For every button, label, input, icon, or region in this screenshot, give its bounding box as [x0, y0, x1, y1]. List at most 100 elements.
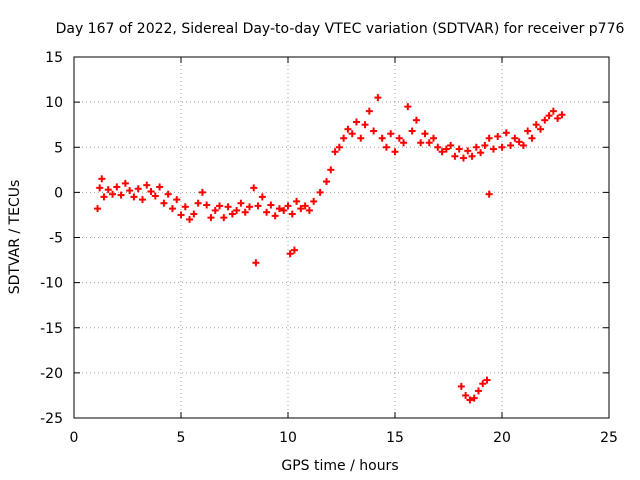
data-point — [352, 118, 360, 126]
data-point — [168, 205, 176, 213]
data-point — [327, 166, 335, 174]
data-point — [391, 148, 399, 156]
y-tick-label: -20 — [40, 366, 63, 382]
data-point — [220, 214, 228, 222]
data-point — [438, 148, 446, 156]
data-point — [442, 145, 450, 153]
data-point — [412, 116, 420, 124]
data-point — [558, 111, 566, 119]
data-point — [177, 211, 185, 219]
data-point — [474, 387, 482, 395]
data-point — [532, 121, 540, 129]
data-point — [382, 143, 390, 151]
data-point — [545, 112, 553, 120]
y-axis-label: SDTVAR / TECUs — [7, 180, 23, 295]
data-point — [331, 148, 339, 156]
data-point — [417, 139, 425, 147]
data-point — [361, 121, 369, 129]
data-point — [498, 143, 506, 151]
data-point — [348, 130, 356, 138]
data-point — [94, 205, 102, 213]
data-point — [228, 210, 236, 218]
data-point — [224, 203, 232, 211]
data-point — [515, 138, 523, 146]
x-tick-label: 25 — [600, 430, 618, 446]
x-tick-label: 5 — [177, 430, 186, 446]
data-point — [267, 201, 275, 209]
data-point — [455, 145, 463, 153]
data-point — [425, 139, 433, 147]
data-point — [117, 191, 125, 199]
data-point — [528, 134, 536, 142]
data-point — [252, 259, 260, 267]
data-point — [549, 107, 557, 115]
data-point — [181, 203, 189, 211]
grid-layer — [74, 57, 609, 418]
data-point — [134, 185, 142, 193]
data-point — [434, 143, 442, 151]
y-tick-label: 5 — [54, 140, 63, 156]
data-point — [100, 193, 108, 201]
data-point — [271, 212, 279, 220]
data-point — [290, 246, 298, 254]
data-point — [280, 206, 288, 214]
data-point — [194, 199, 202, 207]
data-point — [216, 202, 224, 210]
data-point — [143, 181, 151, 189]
data-point — [109, 190, 117, 198]
y-tick-label: 15 — [45, 50, 63, 66]
data-point — [241, 208, 249, 216]
data-point — [254, 202, 262, 210]
data-point — [207, 214, 215, 222]
data-point — [378, 134, 386, 142]
data-point — [190, 210, 198, 218]
data-point — [286, 250, 294, 258]
x-tick-label: 0 — [70, 430, 79, 446]
data-point — [489, 145, 497, 153]
y-tick-label: 10 — [45, 95, 63, 111]
data-point — [98, 175, 106, 183]
chart-title: Day 167 of 2022, Sidereal Day-to-day VTE… — [56, 21, 625, 37]
data-point — [186, 215, 194, 223]
x-tick-label: 20 — [493, 430, 511, 446]
data-point — [104, 186, 112, 194]
data-point — [494, 132, 502, 140]
data-point — [485, 190, 493, 198]
data-point — [316, 188, 324, 196]
data-point — [297, 205, 305, 213]
data-point — [554, 114, 562, 122]
data-point — [472, 143, 480, 151]
data-point — [198, 188, 206, 196]
data-point — [541, 116, 549, 124]
data-point — [430, 134, 438, 142]
data-point — [113, 183, 121, 191]
data-point — [481, 141, 489, 149]
data-point — [447, 141, 455, 149]
data-point — [156, 183, 164, 191]
data-point — [288, 210, 296, 218]
x-tick-label: 15 — [386, 430, 404, 446]
data-point — [211, 206, 219, 214]
data-point — [263, 208, 271, 216]
data-point — [395, 134, 403, 142]
data-point — [511, 134, 519, 142]
data-point — [340, 134, 348, 142]
data-point — [275, 205, 283, 213]
data-point — [96, 184, 104, 192]
data-point — [537, 125, 545, 133]
data-point — [370, 127, 378, 135]
x-axis-label: GPS time / hours — [281, 458, 398, 474]
data-point — [344, 125, 352, 133]
points-layer — [94, 94, 566, 404]
y-tick-label: -10 — [40, 276, 63, 292]
data-point — [173, 196, 181, 204]
data-point — [479, 380, 487, 388]
data-point — [203, 201, 211, 209]
data-point — [233, 206, 241, 214]
data-point — [459, 154, 467, 162]
data-point — [400, 139, 408, 147]
data-point — [310, 197, 318, 205]
data-point — [305, 206, 313, 214]
data-point — [374, 94, 382, 102]
